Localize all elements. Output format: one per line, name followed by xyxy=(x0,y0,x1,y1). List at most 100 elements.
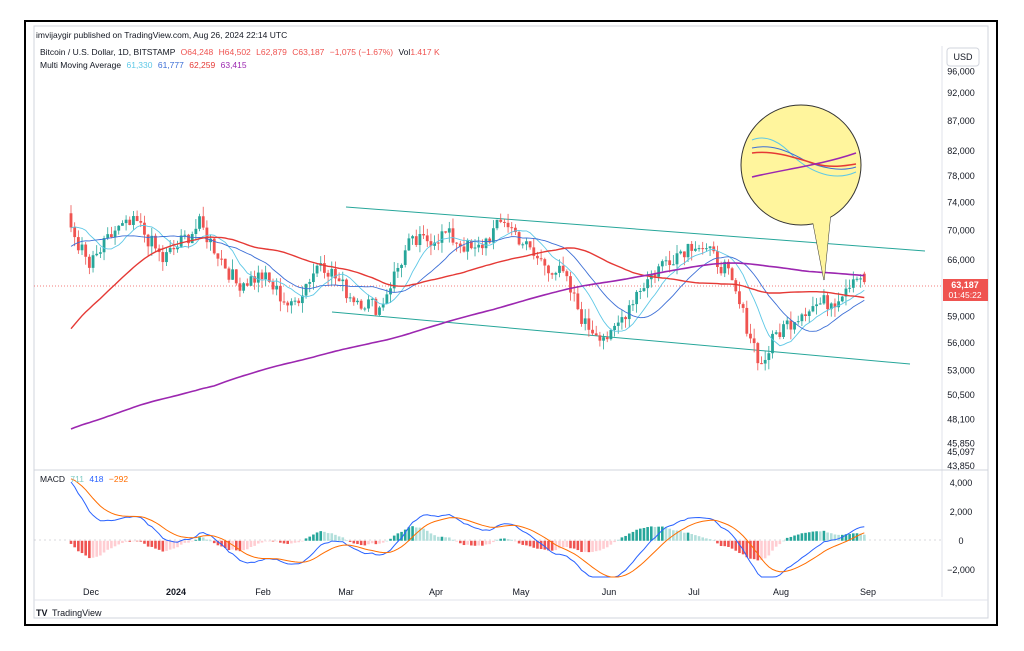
candle-body xyxy=(800,314,804,322)
macd-histogram-bar xyxy=(312,534,315,541)
candle-body xyxy=(440,231,444,243)
macd-histogram-bar xyxy=(356,540,359,545)
candle-body xyxy=(675,253,679,265)
candle-body xyxy=(840,296,844,302)
candle-body xyxy=(73,227,77,238)
mma-v4: 63,415 xyxy=(221,60,247,70)
tv-logo-icon[interactable]: TV xyxy=(36,608,48,618)
macd-histogram-bar xyxy=(580,540,583,552)
macd-histogram-bar xyxy=(176,540,179,548)
candle-body xyxy=(128,219,132,225)
macd-histogram-bar xyxy=(271,540,275,542)
macd-line xyxy=(70,481,865,578)
candle-body xyxy=(231,269,235,280)
ohlc-h-label: H xyxy=(219,47,225,57)
macd-histogram-bar xyxy=(572,540,576,549)
macd-histogram-bar xyxy=(418,527,422,541)
candle-body xyxy=(495,219,499,229)
macd-histogram-bar xyxy=(855,533,859,541)
candle-body xyxy=(227,268,231,280)
macd-histogram-bar xyxy=(591,540,594,552)
candle-body xyxy=(668,260,672,265)
candle-body xyxy=(462,246,466,252)
candle-body xyxy=(297,300,301,304)
candle-body xyxy=(480,244,484,249)
candle-body xyxy=(469,240,473,249)
candle-body xyxy=(245,283,249,286)
callout-joint xyxy=(811,210,831,280)
macd-histogram-bar xyxy=(367,540,370,545)
macd-histogram-bar xyxy=(477,540,480,546)
candle-body xyxy=(554,272,558,275)
price-tick-label: 50,500 xyxy=(947,390,975,400)
tv-brand-text[interactable]: TradingView xyxy=(52,608,102,618)
candle-body xyxy=(653,274,657,277)
callout-ma4 xyxy=(751,152,857,178)
candle-body xyxy=(69,213,73,228)
channel-upper-line xyxy=(345,206,926,252)
macd-histogram-bar xyxy=(194,539,198,541)
macd-histogram-bar xyxy=(411,526,414,541)
candle-body xyxy=(844,288,848,297)
candle-body xyxy=(172,247,176,250)
candle-body xyxy=(345,279,348,299)
candle-body xyxy=(87,256,91,268)
macd-histogram-bar xyxy=(172,540,176,549)
macd-histogram-bar xyxy=(686,532,690,541)
candle-body xyxy=(782,324,785,337)
price-tick-label: 56,000 xyxy=(947,338,975,348)
candle-body xyxy=(352,297,356,303)
candle-body xyxy=(785,320,789,325)
macd-histogram-bar xyxy=(661,526,664,541)
macd-histogram-bar xyxy=(602,540,605,549)
candle-body xyxy=(264,272,268,280)
macd-histogram-bar xyxy=(631,531,635,541)
macd-histogram-bar xyxy=(212,540,216,544)
macd-histogram-bar xyxy=(223,540,227,549)
candle-body xyxy=(660,261,664,267)
macd-histogram-bar xyxy=(154,540,157,549)
currency-button-bg[interactable] xyxy=(946,47,980,67)
candle-body xyxy=(194,228,198,235)
candle-body xyxy=(312,273,315,283)
macd-histogram-bar xyxy=(282,540,286,544)
candle-body xyxy=(326,272,330,277)
candle-body xyxy=(815,304,818,307)
candle-body xyxy=(517,232,521,245)
macd-histogram-bar xyxy=(422,528,425,541)
time-tick-label: Apr xyxy=(429,587,443,597)
macd-histogram-bar xyxy=(168,540,172,550)
macd-v2: 418 xyxy=(89,474,103,484)
macd-histogram-bar xyxy=(712,540,716,542)
candle-body xyxy=(403,250,407,265)
candle-body xyxy=(334,268,337,279)
currency-button[interactable]: USD xyxy=(946,47,980,67)
macd-v1: 711 xyxy=(70,474,84,484)
macd-histogram-bar xyxy=(774,540,778,547)
signal-line xyxy=(70,478,865,578)
macd-histogram-bar xyxy=(341,537,345,541)
candle-body xyxy=(234,269,238,284)
macd-histogram-bar xyxy=(848,534,851,541)
macd-histogram-bar xyxy=(447,537,451,541)
price-axis: 96,000 92,000 87,000 82,000 78,000 74,000 70,0… xyxy=(947,67,975,575)
candle-body xyxy=(837,301,841,308)
candle-body xyxy=(187,234,190,244)
macd-histogram-bar xyxy=(745,540,749,558)
macd-histogram-bar xyxy=(609,540,613,545)
macd-histogram-bar xyxy=(793,535,796,541)
candle-body xyxy=(161,252,165,263)
candle-body xyxy=(356,300,359,303)
candle-body xyxy=(242,283,246,291)
macd-histogram-bar xyxy=(216,540,220,546)
macd-histogram-bar xyxy=(741,540,745,555)
currency-label[interactable]: USD xyxy=(953,52,973,62)
macd-histogram-bar xyxy=(616,539,620,541)
macd-histogram-bar xyxy=(253,540,256,546)
candle-body xyxy=(110,234,113,238)
macd-histogram-bar xyxy=(201,537,205,541)
candle-body xyxy=(620,317,624,323)
macd-histogram-bar xyxy=(425,530,429,541)
tradingview-logo[interactable]: TV TradingView xyxy=(36,608,102,618)
macd-histogram-bar xyxy=(234,540,238,551)
